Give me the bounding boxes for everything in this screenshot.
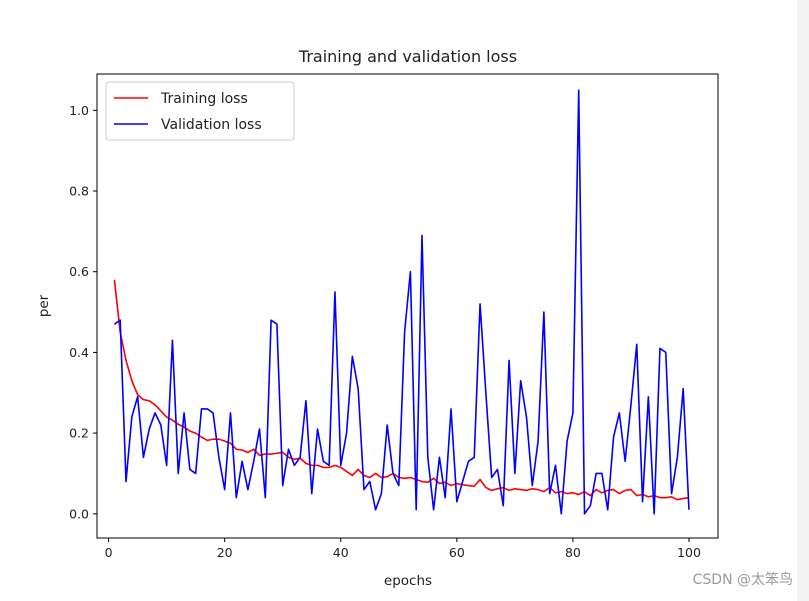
plot-frame <box>96 73 719 539</box>
y-tick-label: 0.6 <box>69 264 89 279</box>
y-tick-label: 0.4 <box>69 345 89 360</box>
y-axis-label: per <box>36 294 52 317</box>
x-tick-label: 0 <box>105 545 113 560</box>
legend: Training loss Validation loss <box>105 81 295 141</box>
window-edge-strip <box>797 0 809 601</box>
x-tick-label: 40 <box>333 545 349 560</box>
x-axis-label: epochs <box>384 573 432 589</box>
legend-label-validation: Validation loss <box>161 117 262 133</box>
watermark: CSDN @太笨鸟 <box>692 572 793 588</box>
y-tick-label: 1.0 <box>69 103 89 118</box>
x-tick-label: 80 <box>565 545 581 560</box>
y-tick-label: 0.2 <box>69 426 89 441</box>
chart-title: Training and validation loss <box>298 47 517 66</box>
legend-box <box>105 81 295 141</box>
y-tick-label: 0.8 <box>69 184 89 199</box>
x-tick-label: 20 <box>217 545 233 560</box>
validation-loss-line <box>113 89 690 515</box>
x-tick-label: 100 <box>677 545 701 560</box>
y-tick-label: 0.0 <box>69 506 89 521</box>
legend-label-training: Training loss <box>160 91 248 107</box>
x-tick-label: 60 <box>449 545 465 560</box>
